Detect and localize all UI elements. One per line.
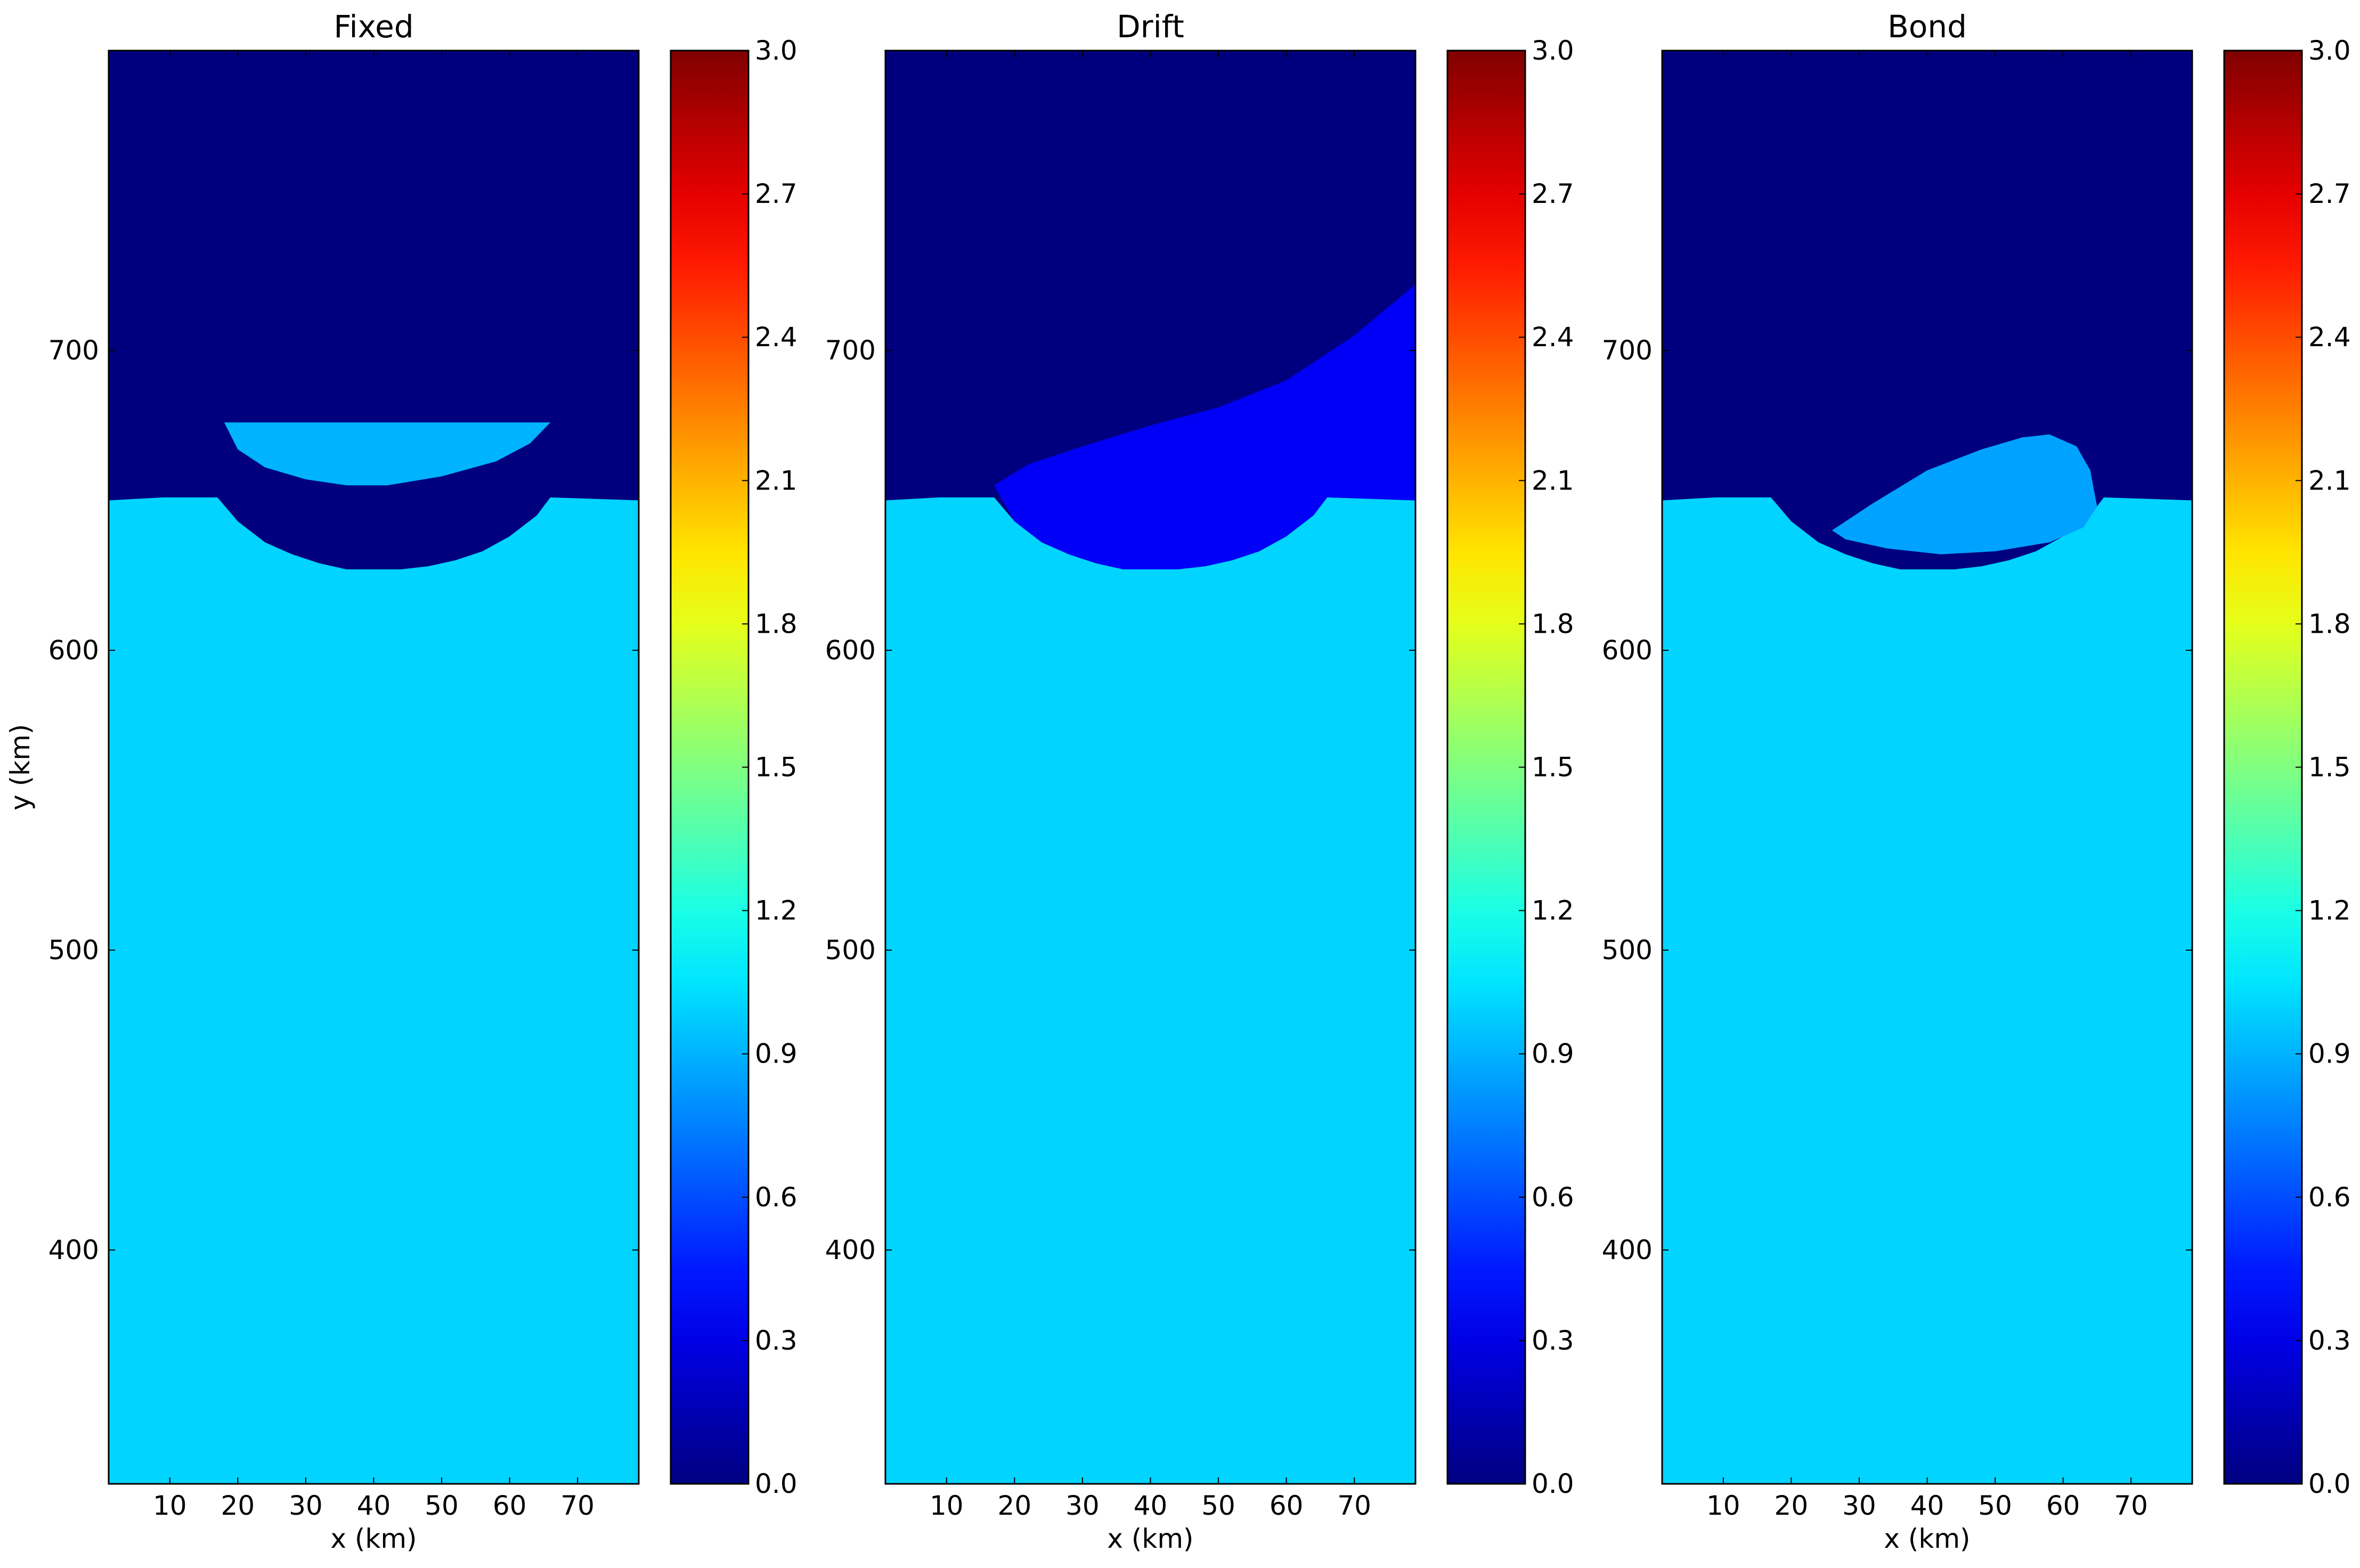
colorbar-tick-label: 1.5 xyxy=(1532,752,1574,783)
x-tick-label: 20 xyxy=(221,1490,255,1521)
colorbar-tick-label: 2.1 xyxy=(1532,465,1574,496)
x-axis-label: x (km) xyxy=(1107,1523,1193,1554)
x-tick-label: 60 xyxy=(2046,1490,2080,1521)
colorbar-tick-label: 1.2 xyxy=(755,895,797,926)
colorbar-tick-label: 3.0 xyxy=(1532,35,1574,66)
colorbar-tick-label: 0.0 xyxy=(1532,1468,1574,1499)
colorbar-tick-label: 1.5 xyxy=(755,752,797,783)
x-tick-label: 70 xyxy=(1337,1490,1371,1521)
x-tick-label: 30 xyxy=(1065,1490,1100,1521)
heatmap-lower-region xyxy=(109,497,639,1484)
x-tick-label: 50 xyxy=(425,1490,459,1521)
y-tick-label: 700 xyxy=(48,335,99,366)
colorbar-tick-label: 0.9 xyxy=(755,1039,797,1069)
y-tick-label: 600 xyxy=(825,635,876,666)
chart-title: Drift xyxy=(1117,9,1184,45)
y-tick-label: 400 xyxy=(1602,1235,1653,1265)
x-tick-label: 30 xyxy=(289,1490,323,1521)
x-tick-label: 30 xyxy=(1842,1490,1876,1521)
heatmap-feature-lens xyxy=(224,422,551,486)
chart-title: Bond xyxy=(1887,9,1967,45)
y-tick-label: 500 xyxy=(48,935,99,966)
x-tick-label: 60 xyxy=(1269,1490,1304,1521)
colorbar-tick-label: 0.0 xyxy=(2308,1468,2351,1499)
y-tick-label: 600 xyxy=(1602,635,1653,666)
colorbar xyxy=(1446,50,1526,1485)
colorbar-tick-label: 0.6 xyxy=(2308,1182,2351,1213)
colorbar-tick-label: 2.4 xyxy=(1532,322,1574,353)
colorbar-tick-label: 1.2 xyxy=(1532,895,1574,926)
colorbar-tick-label: 3.0 xyxy=(755,35,797,66)
colorbar-tick-label: 0.6 xyxy=(755,1182,797,1213)
x-tick-label: 70 xyxy=(560,1490,595,1521)
colorbar-tick-label: 0.0 xyxy=(755,1468,797,1499)
x-axis-label: x (km) xyxy=(1884,1523,1970,1554)
x-axis-label: x (km) xyxy=(330,1523,417,1554)
x-tick-label: 20 xyxy=(998,1490,1032,1521)
x-tick-label: 60 xyxy=(493,1490,527,1521)
colorbar-tick-label: 0.3 xyxy=(755,1325,797,1356)
y-tick-label: 500 xyxy=(1602,935,1653,966)
colorbar-tick-label: 2.4 xyxy=(755,322,797,353)
colorbar xyxy=(670,50,750,1485)
colorbar-tick-label: 2.7 xyxy=(2308,178,2351,209)
colorbar-tick-label: 0.3 xyxy=(1532,1325,1574,1356)
x-tick-label: 20 xyxy=(1775,1490,1809,1521)
colorbar-tick-label: 1.8 xyxy=(2308,608,2351,639)
heatmap-feature-tilted-lens xyxy=(1832,434,2097,554)
x-tick-label: 40 xyxy=(1134,1490,1168,1521)
x-tick-label: 50 xyxy=(1201,1490,1235,1521)
y-tick-label: 400 xyxy=(48,1235,99,1265)
colorbar-tick-label: 1.8 xyxy=(1532,608,1574,639)
x-tick-label: 10 xyxy=(930,1490,964,1521)
x-tick-label: 40 xyxy=(1910,1490,1944,1521)
panel-drift: 10 20 30 40 50 60 70 400 500 600 700 Drift x (km) 0.0… xyxy=(825,9,1574,1554)
x-tick-label: 70 xyxy=(2114,1490,2148,1521)
colorbar-tick-label: 2.1 xyxy=(755,465,797,496)
x-tick-label: 10 xyxy=(153,1490,187,1521)
colorbar-tick-label: 3.0 xyxy=(2308,35,2351,66)
heatmap-feature-mixed-zone xyxy=(994,284,1415,569)
y-tick-label: 400 xyxy=(825,1235,876,1265)
y-tick-label: 500 xyxy=(825,935,876,966)
y-tick-label: 600 xyxy=(48,635,99,666)
x-tick-label: 40 xyxy=(357,1490,391,1521)
x-tick-label: 50 xyxy=(1978,1490,2012,1521)
chart-title: Fixed xyxy=(333,9,413,45)
colorbar-tick-label: 1.8 xyxy=(755,608,797,639)
colorbar xyxy=(2223,50,2303,1485)
y-tick-label: 700 xyxy=(825,335,876,366)
colorbar-tick-label: 0.9 xyxy=(2308,1039,2351,1069)
y-axis-label: y (km) xyxy=(5,724,36,810)
panel-bond: 10 20 30 40 50 60 70 400 500 600 700 Bond x (km) 0.0 0… xyxy=(1602,9,2351,1554)
panel-fixed: 10 20 30 40 50 60 70 400 500 600 700 Fixed x (km) y (… xyxy=(5,9,797,1554)
y-tick-label: 700 xyxy=(1602,335,1653,366)
colorbar-tick-label: 2.7 xyxy=(755,178,797,209)
x-tick-label: 10 xyxy=(1706,1490,1740,1521)
heatmap-lower-region xyxy=(1662,497,2192,1484)
colorbar-tick-label: 1.5 xyxy=(2308,752,2351,783)
colorbar-tick-label: 0.9 xyxy=(1532,1039,1574,1069)
heatmap-lower-region xyxy=(885,497,1415,1484)
colorbar-tick-label: 2.1 xyxy=(2308,465,2351,496)
colorbar-tick-label: 2.4 xyxy=(2308,322,2351,353)
colorbar-tick-label: 2.7 xyxy=(1532,178,1574,209)
colorbar-tick-label: 1.2 xyxy=(2308,895,2351,926)
colorbar-tick-label: 0.3 xyxy=(2308,1325,2351,1356)
colorbar-tick-label: 0.6 xyxy=(1532,1182,1574,1213)
